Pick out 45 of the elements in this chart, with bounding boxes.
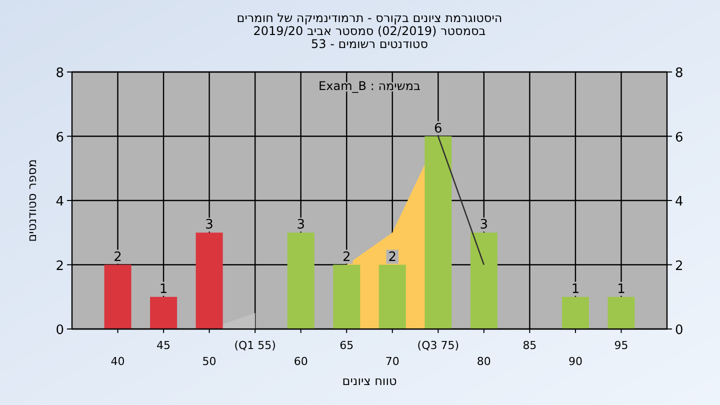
chart-subtitle: בסמסטר (02/2019) סמסטר אביב 2019/20 סטודנטים רשומים - 53	[253, 24, 486, 51]
bar	[150, 296, 178, 329]
y-tick-label: 8	[56, 66, 64, 81]
data-label: 6	[434, 121, 442, 136]
x-tick-label: 90	[568, 355, 582, 368]
y-axis-title: מספר סטודנטים	[25, 159, 39, 242]
y2-tick-label: 4	[675, 194, 684, 210]
bar	[608, 296, 635, 329]
x-tick-label: 65	[340, 339, 354, 352]
bar	[378, 264, 406, 329]
y-tick-label: 6	[56, 130, 64, 146]
data-label: 1	[617, 282, 626, 297]
data-label: 2	[342, 250, 351, 265]
y2-tick-label: 2	[675, 258, 684, 274]
data-label: 2	[388, 250, 397, 265]
y-tick-label: 4	[56, 194, 64, 210]
data-label: 1	[159, 282, 168, 297]
data-label: 3	[296, 218, 305, 233]
y-tick-label: 0	[56, 323, 64, 338]
data-label: 2	[114, 250, 122, 265]
bar	[287, 232, 314, 329]
y-tick-label: 2	[56, 258, 64, 274]
y2-tick-label: 0	[675, 323, 684, 338]
bar	[333, 264, 360, 329]
bar	[470, 232, 498, 329]
x-axis-title: טווח ציונים	[342, 374, 397, 388]
x-tick-label: 85	[522, 339, 537, 352]
data-label: 3	[480, 218, 488, 233]
x-tick-label: 60	[294, 355, 308, 368]
y2-tick-label: 6	[675, 130, 684, 146]
bar	[196, 232, 223, 329]
x-tick-label: 70	[385, 355, 400, 368]
x-tick-label: 50	[202, 355, 216, 368]
bar	[562, 296, 589, 329]
bar	[104, 264, 132, 329]
x-tick-label: 40	[110, 355, 125, 368]
x-tick-label: 45	[156, 339, 171, 352]
x-tick-label: (Q3 75)	[417, 339, 460, 352]
x-tick-label: 95	[614, 339, 628, 352]
data-label: 1	[571, 282, 580, 297]
x-tick-label: (Q1 55)	[234, 339, 276, 352]
y2-tick-label: 8	[675, 66, 684, 81]
chart-title: היסטוגרמת ציונים בקורס - תרמודינמיקה של חומרים	[236, 11, 502, 25]
x-tick-label: 80	[476, 355, 491, 368]
data-label: 3	[205, 218, 214, 233]
